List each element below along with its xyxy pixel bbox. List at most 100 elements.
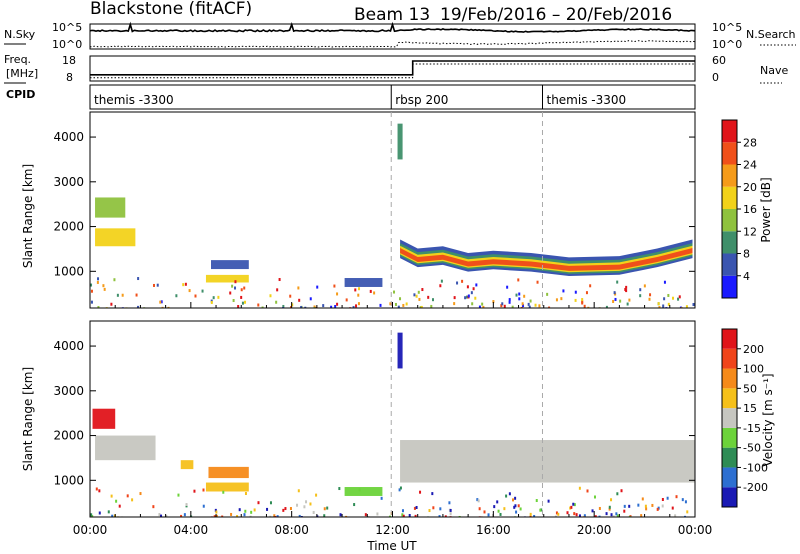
power-speck-8 — [648, 297, 651, 301]
power-colorbar-swatch-0 — [722, 275, 737, 298]
power-speck-23 — [402, 303, 405, 307]
velocity-speck-149 — [449, 508, 452, 512]
time-tick-label-4: 16:00 — [476, 523, 511, 537]
freq-right-tick-top: 60 — [712, 54, 726, 67]
velocity-speck-19 — [478, 507, 481, 511]
velocity-speck-141 — [448, 501, 451, 505]
power-speck-195 — [657, 302, 660, 306]
power-speck-213 — [113, 278, 116, 282]
date-range-title: 19/Feb/2016 – 20/Feb/2016 — [440, 5, 672, 25]
velocity-speck-15 — [645, 507, 648, 511]
power-colorbar-swatch-4 — [722, 186, 737, 209]
power-speck-142 — [90, 289, 93, 293]
power-speck-17 — [298, 298, 301, 302]
power-speck-22 — [612, 299, 615, 303]
velocity-speck-232 — [598, 506, 601, 510]
power-speck-0 — [90, 283, 93, 287]
power-y-tick-label-3: 4000 — [53, 130, 84, 144]
velocity-speck-101 — [408, 513, 411, 517]
velocity-colorbar-swatch-6 — [722, 368, 737, 389]
velocity-speck-94 — [557, 512, 560, 516]
power-speck-42 — [431, 298, 434, 302]
velocity-speck-36 — [661, 504, 664, 508]
power-data-layer — [90, 123, 695, 308]
beam-title: Beam 13 — [354, 5, 430, 25]
power-speck-185 — [413, 293, 416, 297]
velocity-speck-168 — [508, 492, 511, 496]
power-speck-15 — [397, 305, 400, 308]
velocity-speck-120 — [250, 510, 253, 514]
velocity-colorbar-swatch-4 — [722, 408, 737, 428]
power-speck-134 — [461, 279, 464, 283]
power-speck-216 — [159, 300, 162, 304]
velocity-speck-70 — [641, 497, 644, 501]
velocity-echo-region-1 — [95, 435, 156, 461]
velocity-speck-256 — [591, 509, 594, 513]
power-speck-53 — [466, 295, 469, 299]
power-speck-87 — [574, 298, 577, 302]
power-speck-123 — [639, 288, 642, 292]
power-speck-66 — [135, 293, 138, 297]
power-speck-75 — [345, 298, 348, 302]
power-speck-143 — [116, 293, 119, 297]
cpid-label: CPID — [6, 88, 35, 101]
velocity-speck-58 — [598, 515, 601, 517]
power-speck-121 — [393, 290, 396, 294]
power-speck-243 — [678, 295, 681, 299]
velocity-speck-144 — [547, 499, 550, 503]
power-colorbar-label: Power [dB] — [759, 177, 773, 242]
velocity-speck-136 — [539, 508, 542, 512]
power-speck-25 — [241, 301, 244, 305]
power-speck-199 — [275, 300, 278, 304]
velocity-speck-72 — [529, 512, 532, 516]
time-tick-label-6: 00:00 — [678, 523, 713, 537]
power-speck-223 — [685, 305, 688, 308]
velocity-speck-239 — [193, 489, 196, 493]
velocity-speck-18 — [180, 514, 183, 517]
power-speck-188 — [534, 303, 537, 307]
power-speck-135 — [672, 296, 675, 300]
velocity-speck-135 — [243, 513, 246, 517]
cpid-panel-frame — [89, 84, 696, 110]
velocity-panel-frame — [89, 320, 696, 518]
velocity-speck-253 — [671, 506, 674, 510]
power-speck-244 — [234, 280, 237, 284]
velocity-speck-30 — [594, 515, 597, 517]
velocity-speck-174 — [570, 505, 573, 509]
noise-right-tick-top: 10^5 — [712, 21, 742, 34]
power-speck-245 — [521, 302, 524, 306]
velocity-speck-127 — [640, 514, 643, 517]
power-speck-211 — [589, 284, 592, 288]
velocity-speck-116 — [300, 516, 303, 517]
velocity-speck-97 — [517, 504, 520, 508]
velocity-speck-21 — [297, 489, 300, 493]
power-speck-215 — [518, 292, 521, 296]
velocity-speck-255 — [282, 508, 285, 512]
velocity-speck-161 — [608, 505, 611, 509]
velocity-speck-52 — [244, 509, 247, 513]
velocity-speck-209 — [326, 506, 329, 510]
velocity-speck-25 — [401, 513, 404, 517]
power-colorbar-tick-label-0: 4 — [743, 270, 750, 283]
velocity-speck-212 — [583, 514, 586, 517]
power-speck-91 — [625, 289, 628, 293]
velocity-speck-77 — [514, 504, 517, 508]
velocity-speck-57 — [236, 515, 239, 517]
velocity-speck-63 — [309, 502, 312, 506]
velocity-speck-28 — [555, 511, 558, 515]
power-axis: 1000 2000 3000 4000 — [53, 112, 696, 308]
velocity-echo-region-3 — [205, 482, 249, 492]
velocity-speck-44 — [497, 509, 500, 513]
velocity-speck-14 — [401, 509, 404, 513]
velocity-speck-203 — [483, 510, 486, 514]
velocity-speck-176 — [118, 504, 121, 508]
power-speck-177 — [210, 300, 213, 304]
power-speck-226 — [692, 303, 695, 307]
velocity-speck-221 — [651, 503, 654, 507]
freq-unit-label: [MHz] — [6, 67, 38, 80]
power-speck-98 — [474, 296, 477, 300]
power-speck-204 — [369, 289, 372, 293]
velocity-speck-99 — [414, 514, 417, 517]
velocity-speck-111 — [339, 513, 342, 517]
time-tick-label-1: 04:00 — [174, 523, 209, 537]
